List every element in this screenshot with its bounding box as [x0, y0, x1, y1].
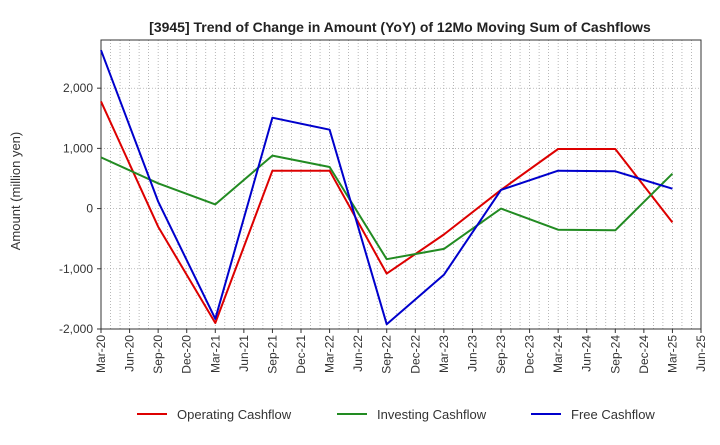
legend-item-investing-cashflow: Investing Cashflow: [337, 407, 487, 422]
x-tick-label: Jun-23: [465, 335, 479, 372]
x-tick-label: Jun-21: [237, 335, 251, 372]
series-line-investing-cashflow: [100, 154, 674, 261]
y-tick-label: -2,000: [59, 322, 93, 336]
y-tick-label: 2,000: [63, 81, 93, 95]
legend-label: Operating Cashflow: [177, 407, 292, 422]
chart-title: [3945] Trend of Change in Amount (YoY) o…: [149, 19, 651, 35]
x-tick-label: Sep-20: [151, 335, 165, 374]
legend-label: Free Cashflow: [571, 407, 655, 422]
x-tick-label: Dec-20: [180, 335, 194, 374]
series-layer: [100, 49, 674, 326]
x-tick-label: Dec-21: [294, 335, 308, 374]
x-tick-label: Jun-25: [694, 335, 708, 372]
x-tick-label: Mar-23: [437, 335, 451, 373]
y-tick-label: 1,000: [63, 141, 93, 155]
x-tick-label: Dec-22: [408, 335, 422, 374]
series-line-free-cashflow: [100, 49, 673, 326]
x-tick-label: Jun-20: [123, 335, 137, 372]
x-tick-label: Mar-20: [94, 335, 108, 373]
plot-frame: [100, 39, 702, 330]
x-tick-label: Sep-23: [494, 335, 508, 374]
x-tick-label: Sep-21: [265, 335, 279, 374]
x-tick-label: Dec-23: [523, 335, 537, 374]
y-tick-label: -1,000: [59, 262, 93, 276]
x-tick-label: Mar-25: [665, 335, 679, 373]
x-tick-label: Dec-24: [637, 335, 651, 374]
x-tick-label: Jun-24: [580, 335, 594, 372]
legend-item-free-cashflow: Free Cashflow: [531, 407, 655, 422]
x-tick-label: Mar-24: [551, 335, 565, 373]
axes-layer: -2,000 -1,000 0 1,000 2,000 Mar-20 Jun-20 Sep-2…: [59, 39, 708, 374]
x-tick-label: Jun-22: [351, 335, 365, 372]
x-tick-label: Sep-22: [380, 335, 394, 374]
grid-layer: [101, 40, 701, 330]
x-tick-label: Mar-21: [208, 335, 222, 373]
plot-background: [101, 40, 701, 329]
x-tick-label: Mar-22: [323, 335, 337, 373]
x-tick-label: Sep-24: [608, 335, 622, 374]
legend-item-operating-cashflow: Operating Cashflow: [137, 407, 292, 422]
legend: Operating Cashflow Investing Cashflow Free…: [137, 407, 655, 422]
y-tick-label: 0: [86, 202, 93, 216]
series-line-operating-cashflow: [100, 100, 674, 324]
y-axis-label: Amount (million yen): [8, 132, 23, 251]
legend-label: Investing Cashflow: [377, 407, 487, 422]
